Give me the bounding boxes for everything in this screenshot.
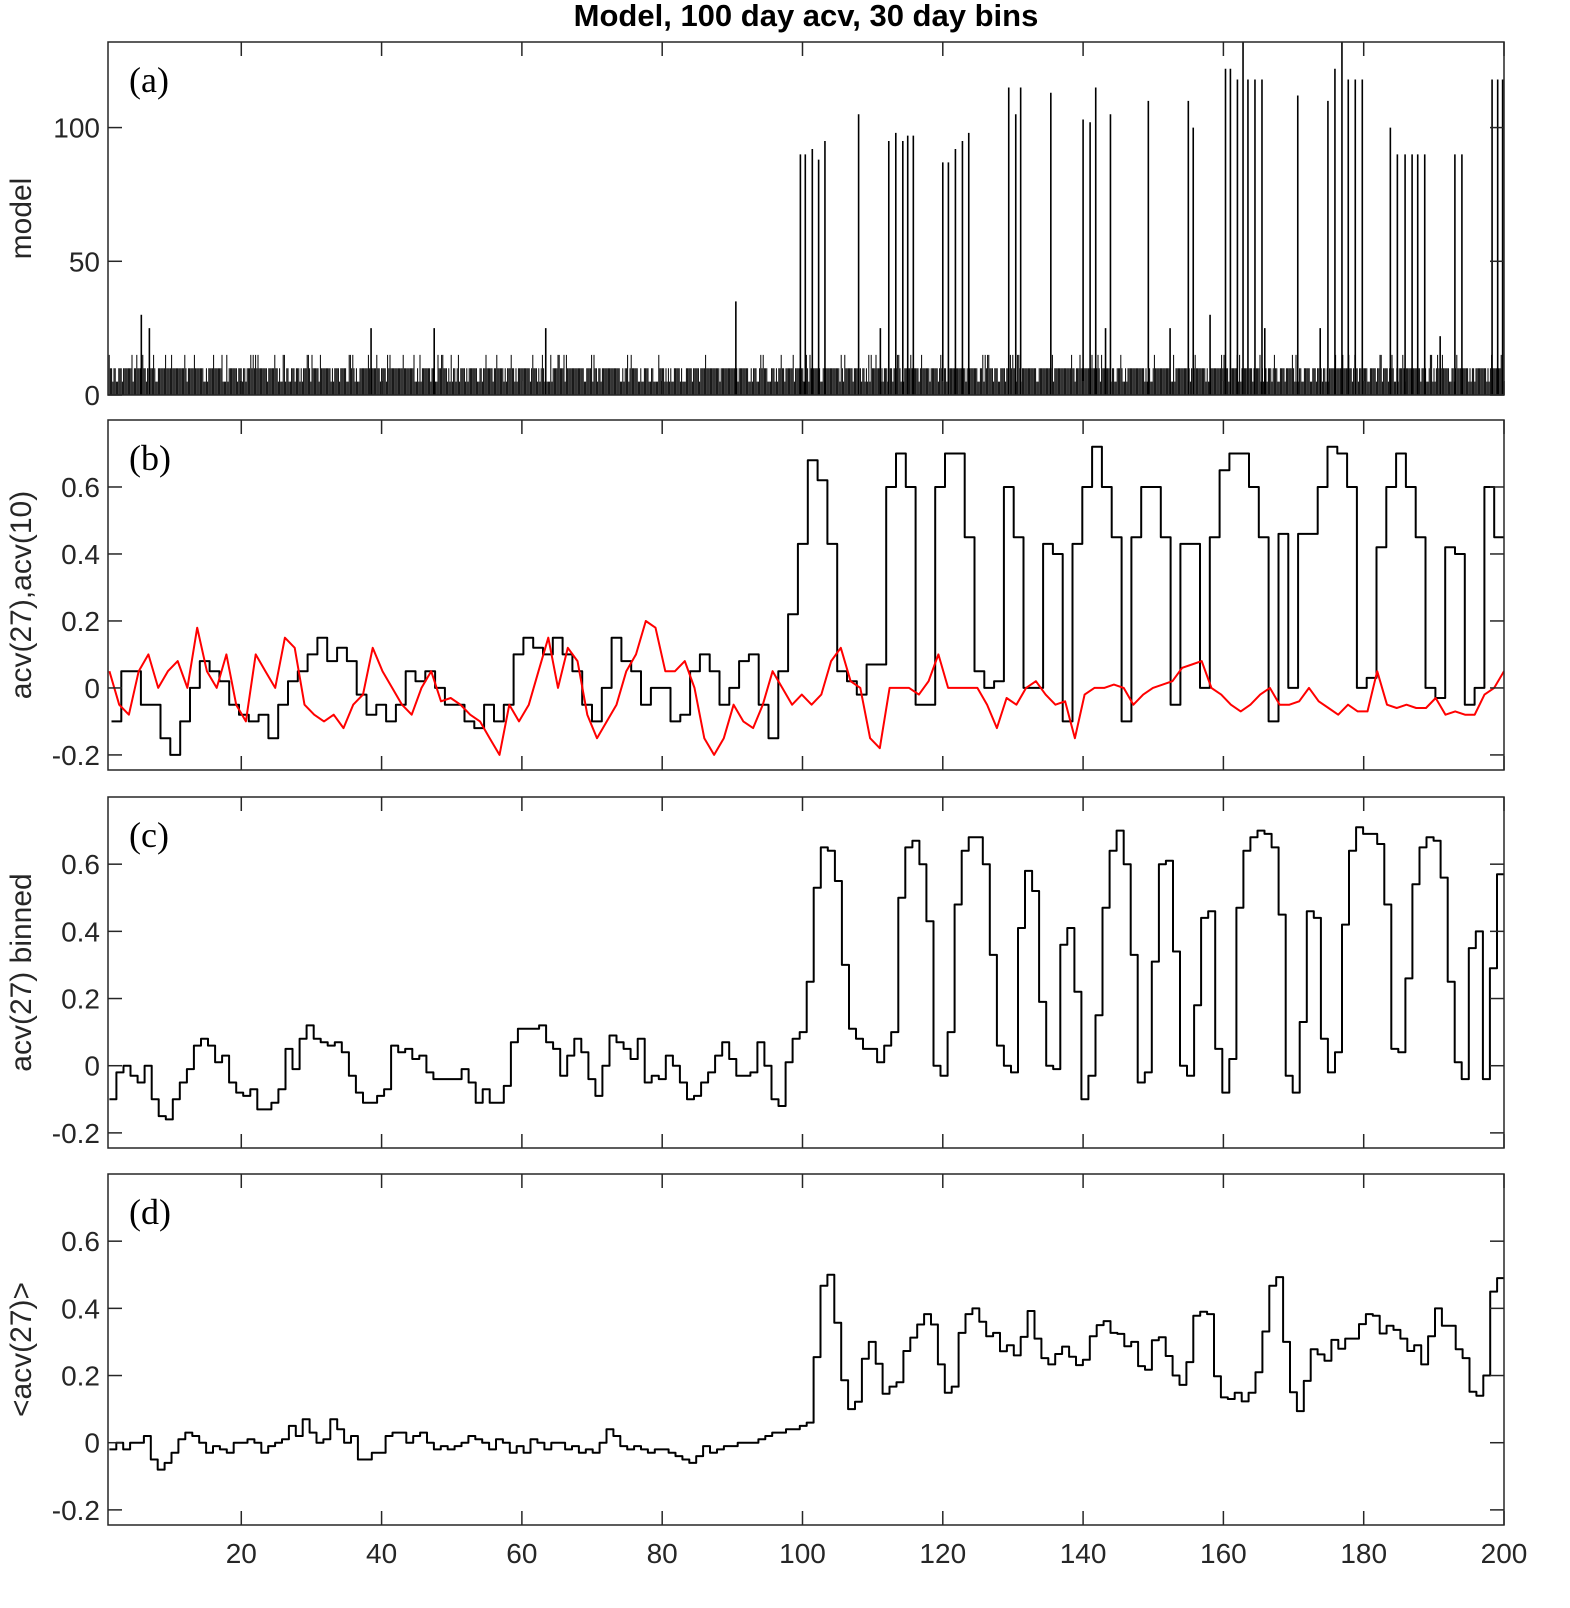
panel-label: (a) [129, 60, 169, 100]
y-axis-label: model [5, 178, 38, 260]
y-tick-label: -0.2 [52, 1118, 100, 1149]
panel-a: 0 50 100 model (a) [5, 41, 1505, 411]
y-tick-label: 0.4 [61, 916, 100, 947]
y-tick-label: -0.2 [52, 740, 100, 771]
x-tick-label: 60 [506, 1538, 537, 1569]
axes-frame [107, 41, 1505, 396]
series-line-black [111, 445, 1504, 756]
x-tick-label: 20 [226, 1538, 257, 1569]
plot-area [109, 1273, 1504, 1471]
y-tick-label: 0.4 [61, 1293, 100, 1324]
x-tick-label: 80 [647, 1538, 678, 1569]
y-tick-label: 0.2 [61, 606, 100, 637]
chart-title: Model, 100 day acv, 30 day bins [574, 0, 1039, 33]
x-tick-label: 200 [1481, 1538, 1528, 1569]
panel-label: (c) [129, 815, 169, 855]
axes-frame [107, 796, 1505, 1149]
y-tick-label: 50 [69, 246, 100, 277]
plot-area [109, 826, 1504, 1121]
panel-b: -0.2 0 0.2 0.4 0.6 acv(27),acv(10) (b) [5, 419, 1505, 771]
axes-frame [107, 419, 1505, 771]
y-axis-label: acv(27) binned [5, 873, 38, 1071]
x-tick-label: 160 [1200, 1538, 1247, 1569]
y-tick-label: 0.2 [61, 1361, 100, 1392]
axes-frame [107, 1173, 1505, 1526]
series-line-black [109, 826, 1504, 1121]
panel-c: -0.2 0 0.2 0.4 0.6 acv(27) binned (c) [5, 796, 1505, 1149]
panel-d: -0.2 0 0.2 0.4 0.6 20 40 60 80 100 120 140 160 180 200… [5, 1173, 1528, 1569]
y-tick-label: 0 [84, 380, 100, 411]
x-tick-label: 100 [779, 1538, 826, 1569]
y-tick-label: 0.4 [61, 539, 100, 570]
y-tick-label: 0 [84, 1051, 100, 1082]
plot-area [108, 445, 1504, 756]
y-tick-label: 0.6 [61, 472, 100, 503]
y-tick-label: 0.2 [61, 984, 100, 1015]
y-tick-label: 0 [84, 1428, 100, 1459]
y-tick-label: 0.6 [61, 1226, 100, 1257]
panel-label: (d) [129, 1192, 171, 1232]
x-tick-label: 40 [366, 1538, 397, 1569]
x-tick-label: 120 [919, 1538, 966, 1569]
y-tick-label: 0 [84, 673, 100, 704]
series-line-red [108, 620, 1504, 756]
y-tick-label: 0.6 [61, 849, 100, 880]
series-line-black [109, 1273, 1504, 1471]
x-tick-label: 180 [1340, 1538, 1387, 1569]
x-tick-label: 140 [1060, 1538, 1107, 1569]
plot-area [108, 42, 1504, 395]
baseline-events [108, 354, 1504, 395]
y-axis-label: <acv(27)> [5, 1282, 38, 1417]
y-tick-label: -0.2 [52, 1495, 100, 1526]
y-axis-label: acv(27),acv(10) [5, 491, 38, 699]
panel-label: (b) [129, 438, 171, 478]
y-tick-label: 100 [53, 113, 100, 144]
